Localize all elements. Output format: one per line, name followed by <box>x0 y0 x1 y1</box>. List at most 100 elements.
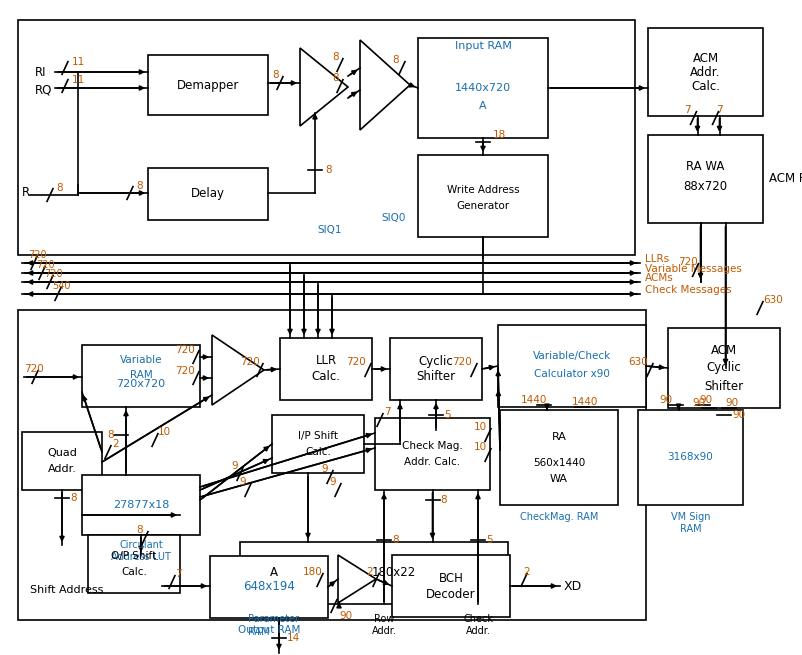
Text: 7: 7 <box>384 407 391 417</box>
Text: 10: 10 <box>158 427 171 437</box>
Text: LLR: LLR <box>315 354 337 367</box>
Text: Circulant: Circulant <box>119 540 163 550</box>
Text: Check Messages: Check Messages <box>645 285 731 295</box>
Text: I/P Shift: I/P Shift <box>298 431 338 441</box>
Text: 5: 5 <box>444 410 451 420</box>
Text: WA: WA <box>550 474 568 485</box>
Text: LLRs: LLRs <box>645 254 669 264</box>
Bar <box>500 410 618 505</box>
Text: Shifter: Shifter <box>416 371 456 383</box>
Text: A: A <box>479 101 487 111</box>
Text: Addr.: Addr. <box>371 626 396 636</box>
Text: A: A <box>270 567 278 580</box>
Text: Parameter: Parameter <box>248 614 299 624</box>
Text: 720: 720 <box>175 345 195 355</box>
Text: 9: 9 <box>232 461 238 471</box>
Text: 10: 10 <box>473 422 487 432</box>
Text: 2: 2 <box>112 439 119 449</box>
Text: 720x720: 720x720 <box>116 379 165 389</box>
Bar <box>18 310 646 620</box>
Text: ACMs: ACMs <box>645 273 674 283</box>
Text: 1440: 1440 <box>572 397 598 407</box>
Text: RA: RA <box>552 432 566 443</box>
Text: 8: 8 <box>56 183 63 193</box>
Text: 8: 8 <box>273 70 279 80</box>
Polygon shape <box>360 40 410 130</box>
Bar <box>148 55 268 115</box>
Text: RQ: RQ <box>35 83 52 96</box>
Text: Delay: Delay <box>191 187 225 200</box>
Text: 7: 7 <box>175 569 181 579</box>
Text: Addr.: Addr. <box>466 626 491 636</box>
Text: 2: 2 <box>524 567 530 577</box>
Text: 648x194: 648x194 <box>243 580 295 593</box>
Text: 720: 720 <box>28 250 47 260</box>
Text: 3168x90: 3168x90 <box>667 453 713 462</box>
Bar <box>22 432 102 490</box>
Text: 90: 90 <box>699 395 712 405</box>
Text: Calc.: Calc. <box>311 371 341 383</box>
Text: VM Sign: VM Sign <box>670 512 711 522</box>
Text: 8: 8 <box>333 52 339 62</box>
Text: 18: 18 <box>493 130 506 140</box>
Text: 180: 180 <box>303 567 323 577</box>
Text: ACM RAM: ACM RAM <box>769 172 802 185</box>
Text: 720: 720 <box>678 257 698 267</box>
Text: 90: 90 <box>659 395 672 405</box>
Text: 8: 8 <box>440 495 448 505</box>
Text: 8: 8 <box>107 430 115 440</box>
Text: RAM: RAM <box>679 524 701 534</box>
Text: ACM: ACM <box>711 343 737 356</box>
Text: 720: 720 <box>44 269 63 279</box>
Polygon shape <box>300 48 348 126</box>
Bar <box>392 555 510 617</box>
Text: 720: 720 <box>346 357 366 367</box>
Text: 90: 90 <box>339 611 352 621</box>
Text: Write Address: Write Address <box>447 185 520 195</box>
Text: Cyclic: Cyclic <box>707 362 741 375</box>
Text: 9: 9 <box>322 464 328 474</box>
Text: 9: 9 <box>330 477 336 487</box>
Bar <box>498 325 646 407</box>
Bar <box>88 535 180 593</box>
Text: Variable: Variable <box>119 355 162 365</box>
Text: Generator: Generator <box>456 201 509 211</box>
Text: 1440: 1440 <box>520 395 547 405</box>
Text: 720: 720 <box>452 357 472 367</box>
Text: R: R <box>22 187 30 200</box>
Text: 8: 8 <box>392 535 399 545</box>
Bar <box>390 338 482 400</box>
Bar <box>418 38 548 138</box>
Text: 11: 11 <box>72 57 85 67</box>
Text: 560x1440: 560x1440 <box>533 457 585 468</box>
Text: Decoder: Decoder <box>426 588 476 601</box>
Text: 1440x720: 1440x720 <box>455 83 511 93</box>
Bar <box>148 168 268 220</box>
Text: O/P Shift: O/P Shift <box>111 551 156 561</box>
Text: 720: 720 <box>36 260 55 270</box>
Text: RI: RI <box>35 66 47 79</box>
Text: Addr. Calc.: Addr. Calc. <box>404 457 460 467</box>
Text: Check: Check <box>463 614 493 624</box>
Bar <box>668 328 780 408</box>
Text: RAM: RAM <box>130 370 152 380</box>
Text: 14: 14 <box>287 633 300 643</box>
Polygon shape <box>212 335 264 405</box>
Text: 7: 7 <box>684 105 691 115</box>
Text: 8: 8 <box>136 525 144 535</box>
Text: 8: 8 <box>393 55 399 65</box>
Text: Addr.: Addr. <box>47 464 76 474</box>
Bar <box>648 135 763 223</box>
Bar <box>280 338 372 400</box>
Text: Cyclic: Cyclic <box>419 354 453 367</box>
Text: 8: 8 <box>70 493 77 503</box>
Text: 90: 90 <box>692 398 706 408</box>
Text: Variable Messages: Variable Messages <box>645 264 742 274</box>
Bar <box>240 542 508 604</box>
Text: Address LUT: Address LUT <box>111 552 171 562</box>
Bar <box>272 415 364 473</box>
Text: Calc.: Calc. <box>121 567 147 577</box>
Text: 90: 90 <box>726 398 739 408</box>
Text: Calc.: Calc. <box>305 447 331 457</box>
Text: Calc.: Calc. <box>691 79 720 92</box>
